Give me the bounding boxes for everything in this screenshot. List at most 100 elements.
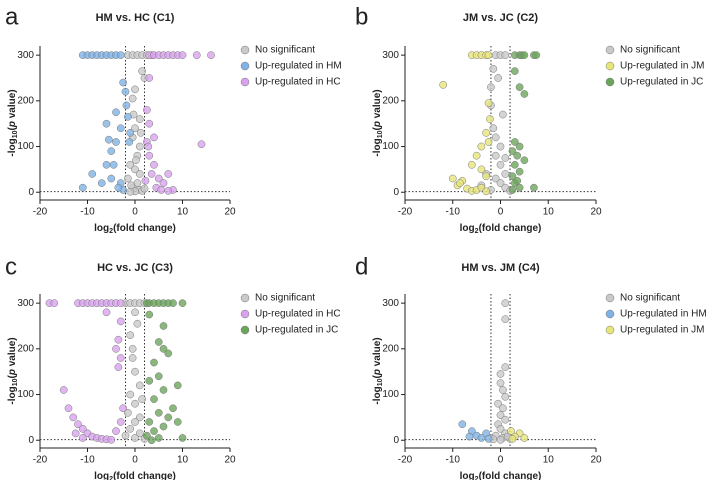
y-tick-label: 0 <box>393 187 399 198</box>
point <box>131 165 139 174</box>
point <box>107 435 116 444</box>
x-axis-label: log2(fold change) <box>460 223 542 235</box>
x-axis-label-part: 2 <box>475 476 479 480</box>
x-tick-label: -10 <box>80 207 95 218</box>
legend-swatch <box>240 325 250 335</box>
y-axis-label-part: ( <box>372 375 383 379</box>
point <box>164 413 173 422</box>
point <box>69 413 78 422</box>
chart-title: HM vs. HC (C1) <box>96 12 175 24</box>
point <box>109 160 118 169</box>
point <box>119 78 127 87</box>
y-axis-label-part: value) <box>7 337 18 369</box>
legend-label: Up-regulated in HC <box>255 309 341 320</box>
y-tick-label: 100 <box>382 389 399 400</box>
point <box>192 51 201 59</box>
y-tick-label: 300 <box>382 298 399 309</box>
legend-label: Up-regulated in HC <box>255 77 341 88</box>
point <box>135 115 144 123</box>
point <box>131 308 139 317</box>
chart-title: HM vs. JM (C4) <box>461 262 540 274</box>
point <box>114 183 123 192</box>
point <box>121 87 130 96</box>
point <box>484 99 493 107</box>
y-axis-label-part: 10 <box>12 378 19 386</box>
x-tick-label: -20 <box>33 207 48 218</box>
point <box>127 181 136 190</box>
point <box>112 138 120 146</box>
panel: a HM vs. HC (C1)-20 -10 0 10 200100200300log2… <box>5 3 342 235</box>
y-axis-label: -log10(p value) <box>372 89 384 156</box>
point <box>147 170 156 178</box>
legend-swatch <box>605 77 615 87</box>
point <box>154 338 163 346</box>
point <box>131 124 139 133</box>
point <box>178 299 187 307</box>
x-axis-label-part: 2 <box>109 228 113 235</box>
point <box>501 363 510 371</box>
point <box>530 183 538 192</box>
x-axis-label-part: (fold change) <box>113 471 176 480</box>
point <box>515 142 524 151</box>
point <box>78 183 87 192</box>
x-axis-label-part: (fold change) <box>113 223 176 234</box>
point <box>121 431 130 440</box>
point <box>501 415 510 424</box>
panel-label: d <box>355 253 368 280</box>
point <box>520 156 529 165</box>
y-tick-label: 0 <box>28 435 34 446</box>
point <box>178 51 187 59</box>
point <box>154 372 163 381</box>
point <box>501 170 510 178</box>
x-tick-label: 10 <box>543 455 555 466</box>
point <box>207 51 215 59</box>
point <box>484 435 493 443</box>
point <box>102 308 111 317</box>
point <box>150 427 158 435</box>
x-tick-label: -20 <box>33 455 48 466</box>
y-tick-label: 0 <box>393 435 399 446</box>
legend-swatch <box>240 77 250 87</box>
point <box>501 315 510 323</box>
point <box>116 317 125 326</box>
x-axis-label-part: log <box>94 471 109 480</box>
y-axis-label-part: -log <box>7 138 18 156</box>
point <box>88 170 97 178</box>
point <box>520 434 529 442</box>
point <box>501 299 510 307</box>
point <box>78 424 87 433</box>
y-tick-label: 200 <box>382 95 399 106</box>
point <box>64 404 73 413</box>
point <box>465 432 474 441</box>
legend-swatch <box>605 61 615 71</box>
y-axis-label: -log10(p value) <box>7 89 19 156</box>
legend-label: Up-regulated in HM <box>620 309 707 320</box>
x-tick-label: -10 <box>80 455 95 466</box>
point <box>496 179 505 187</box>
point <box>164 187 173 195</box>
point <box>131 399 139 408</box>
y-axis-label-part: 10 <box>12 130 19 138</box>
point <box>157 186 165 194</box>
point <box>114 363 123 371</box>
point <box>508 435 517 443</box>
legend-swatch <box>240 61 250 71</box>
y-axis-label-part: 10 <box>377 130 384 138</box>
point <box>491 151 500 160</box>
chart-title: JM vs. JC (C2) <box>463 12 539 24</box>
legend-swatch <box>605 45 615 55</box>
point <box>116 299 125 307</box>
x-axis-label-part: 2 <box>475 228 479 235</box>
y-axis-label-part: p <box>372 121 383 128</box>
y-tick-label: 0 <box>28 187 34 198</box>
legend-label: No significant <box>620 293 680 304</box>
point <box>496 424 505 433</box>
point <box>126 187 135 196</box>
x-tick-label: 10 <box>177 207 189 218</box>
y-axis-label-part: p <box>7 121 18 128</box>
point <box>136 128 145 137</box>
point <box>126 331 135 339</box>
x-tick-label: 10 <box>177 455 189 466</box>
point <box>510 160 519 169</box>
